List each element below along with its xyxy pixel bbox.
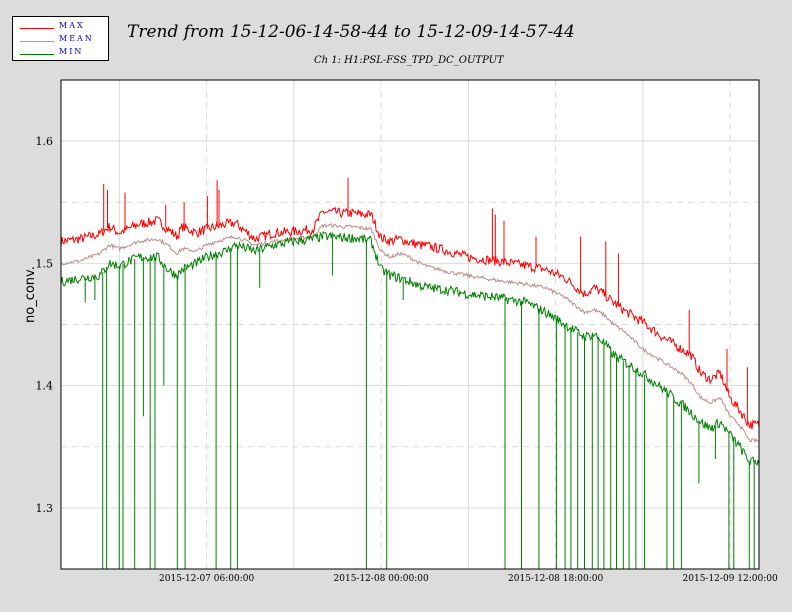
y-tick-label-2: 1.5 xyxy=(36,257,54,270)
series-group xyxy=(61,177,759,569)
legend-swatch-min xyxy=(20,54,54,55)
x-tick-label-0: 2015-12-07 06:00:00 xyxy=(159,574,254,584)
chart-subtitle: Ch 1: H1:PSL-FSS_TPD_DC_OUTPUT xyxy=(314,55,504,66)
chart-title: Trend from 15-12-06-14-58-44 to 15-12-09… xyxy=(127,22,575,42)
legend-label-mean: MEAN xyxy=(59,34,94,43)
legend-label-min: MIN xyxy=(59,47,84,56)
legend-item-mean: MEAN xyxy=(13,34,108,48)
y-tick-label-1: 1.4 xyxy=(36,380,54,393)
legend-swatch-mean xyxy=(20,41,54,42)
series-line-mean xyxy=(61,222,759,444)
series-line-max xyxy=(61,206,759,430)
legend-label-max: MAX xyxy=(59,21,85,30)
legend-item-max: MAX xyxy=(13,21,108,35)
plot-border xyxy=(60,79,760,570)
y-tick-label-3: 1.6 xyxy=(36,135,54,148)
x-tick-label-1: 2015-12-08 00:00:00 xyxy=(334,574,429,584)
legend: MAX MEAN MIN xyxy=(12,16,109,61)
legend-item-min: MIN xyxy=(13,47,108,61)
legend-swatch-max xyxy=(20,28,54,29)
x-tick-label-3: 2015-12-09 12:00:00 xyxy=(683,574,778,584)
y-tick-label-0: 1.3 xyxy=(36,502,54,515)
x-tick-label-2: 2015-12-08 18:00:00 xyxy=(508,574,603,584)
